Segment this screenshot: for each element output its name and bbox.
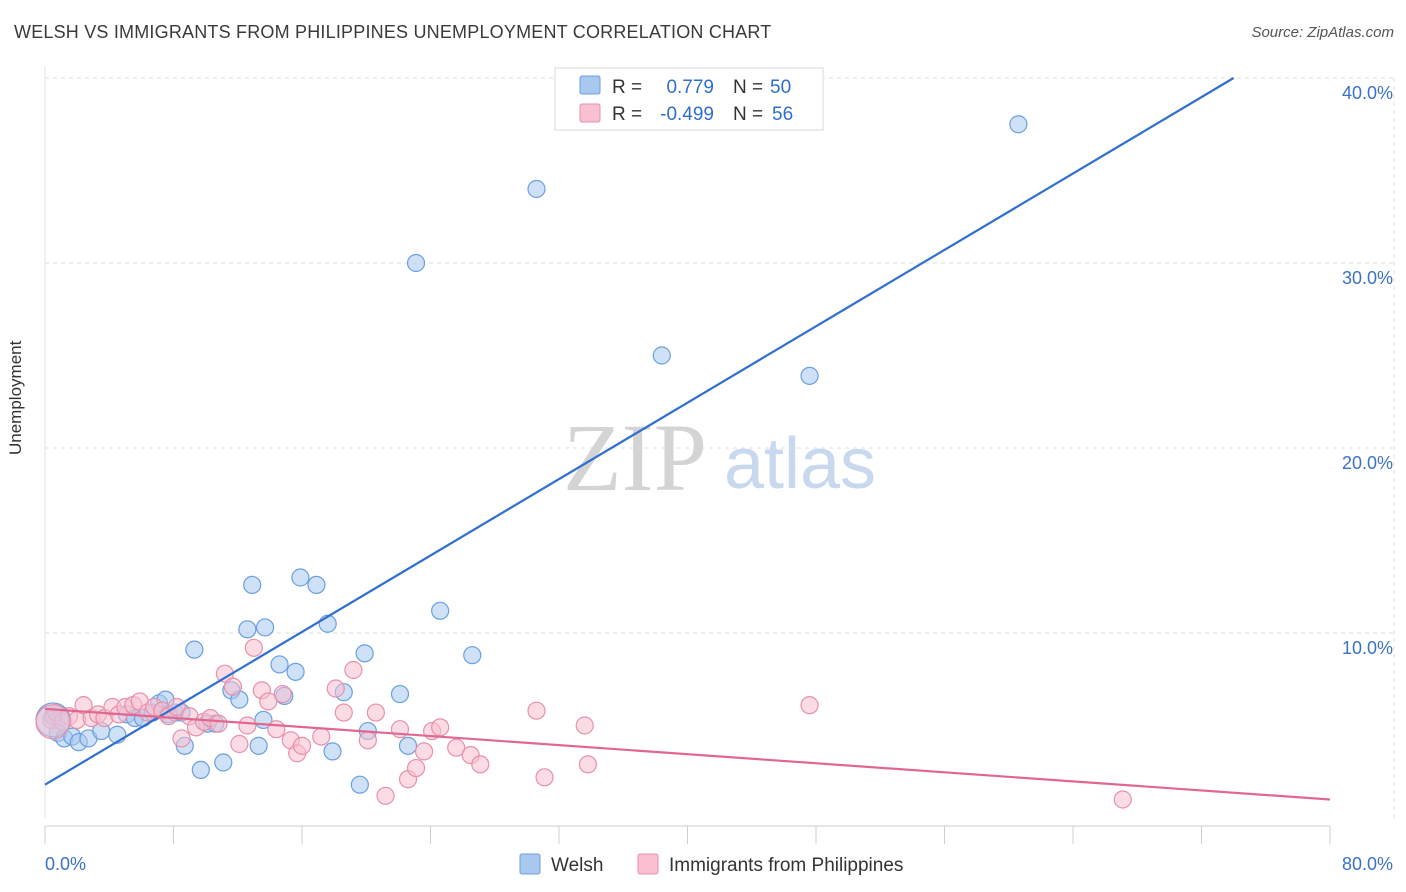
y-tick-label: 30.0% (1342, 268, 1393, 288)
data-point (406, 758, 426, 778)
legend-n-label-welsh: N = (733, 77, 763, 98)
trend-lines (44, 77, 1331, 801)
series-legend: Welsh Immigrants from Philippines (519, 853, 903, 876)
data-point (238, 620, 257, 639)
data-point (238, 716, 257, 735)
data-point (307, 575, 326, 595)
data-point (800, 696, 819, 715)
watermark: ZIP atlas (563, 404, 876, 511)
data-point (273, 684, 292, 704)
data-point (535, 768, 554, 787)
bottom-legend-label-philippines: Immigrants from Philippines (669, 855, 903, 876)
tick-labels: 10.0% 20.0% 30.0% 40.0% 0.0% 80.0% (45, 83, 1393, 874)
watermark-atlas: atlas (724, 424, 876, 504)
data-point (259, 692, 278, 711)
legend-r-value-philippines: -0.499 (660, 104, 714, 125)
data-point (463, 646, 482, 665)
data-point (292, 736, 312, 755)
data-point (1009, 115, 1028, 134)
data-point (243, 575, 262, 595)
x-tick-label: 0.0% (45, 854, 86, 874)
y-tick-label: 10.0% (1342, 638, 1393, 658)
axes (44, 66, 1331, 844)
series-welsh-points (43, 115, 1028, 794)
data-point (471, 755, 490, 774)
data-point (230, 734, 249, 754)
source-label: Source: ZipAtlas.com (1251, 24, 1394, 41)
data-point (286, 662, 305, 681)
data-point (398, 736, 418, 755)
data-point (355, 644, 374, 663)
data-point (255, 618, 275, 637)
data-point (344, 660, 363, 680)
data-point (323, 742, 342, 761)
legend-swatch-welsh (579, 75, 601, 95)
data-point (244, 638, 263, 657)
data-point (652, 346, 671, 365)
data-point (366, 703, 385, 722)
grid-lines (45, 77, 1395, 818)
data-point (334, 703, 353, 722)
data-point (172, 729, 191, 748)
data-point (312, 727, 331, 746)
data-point (376, 786, 395, 805)
data-point (249, 736, 268, 755)
bottom-legend-swatch-philippines (637, 853, 659, 875)
data-point (527, 179, 546, 199)
y-tick-label: 40.0% (1342, 83, 1393, 103)
bottom-legend-swatch-welsh (519, 853, 541, 875)
bottom-legend-label-welsh: Welsh (551, 855, 603, 876)
series-philippines-points (42, 638, 1132, 809)
data-point (414, 742, 434, 761)
legend-r-label-welsh: R = (612, 77, 642, 98)
data-point (390, 684, 410, 704)
chart-title: WELSH VS IMMIGRANTS FROM PHILIPPINES UNE… (14, 22, 772, 42)
cluster-point (35, 704, 71, 740)
data-point (447, 738, 466, 757)
legend-n-value-welsh: 50 (770, 77, 791, 98)
legend-r-label-philippines: R = (612, 104, 642, 125)
data-point (326, 679, 345, 698)
legend-n-label-philippines: N = (733, 104, 763, 125)
data-point (358, 731, 377, 750)
data-point (209, 714, 228, 733)
x-tick-label: 80.0% (1342, 854, 1393, 874)
data-point (214, 753, 233, 772)
legend-r-value-welsh: 0.779 (666, 77, 714, 98)
data-point (270, 655, 289, 674)
y-tick-label: 20.0% (1342, 453, 1393, 473)
data-point (185, 640, 204, 659)
data-points (35, 115, 1132, 809)
watermark-zip: ZIP (563, 404, 707, 511)
data-point (575, 716, 594, 735)
data-point (527, 701, 546, 720)
legend-n-value-philippines: 56 (772, 104, 793, 125)
legend-swatch-philippines (579, 103, 601, 123)
data-point (1113, 790, 1132, 809)
data-point (431, 718, 450, 737)
data-point (291, 568, 310, 587)
data-point (267, 720, 286, 739)
data-point (578, 755, 598, 774)
data-point (431, 601, 450, 620)
data-point (800, 366, 819, 385)
data-point (223, 677, 243, 696)
trend-line-philippines (44, 707, 1331, 801)
correlation-legend: R = 0.779 N = 50 R = -0.499 N = 56 (554, 67, 824, 131)
data-point (191, 760, 210, 780)
data-point (74, 696, 93, 715)
data-point (350, 775, 369, 794)
trend-line-welsh (44, 77, 1235, 786)
data-point (406, 253, 426, 273)
